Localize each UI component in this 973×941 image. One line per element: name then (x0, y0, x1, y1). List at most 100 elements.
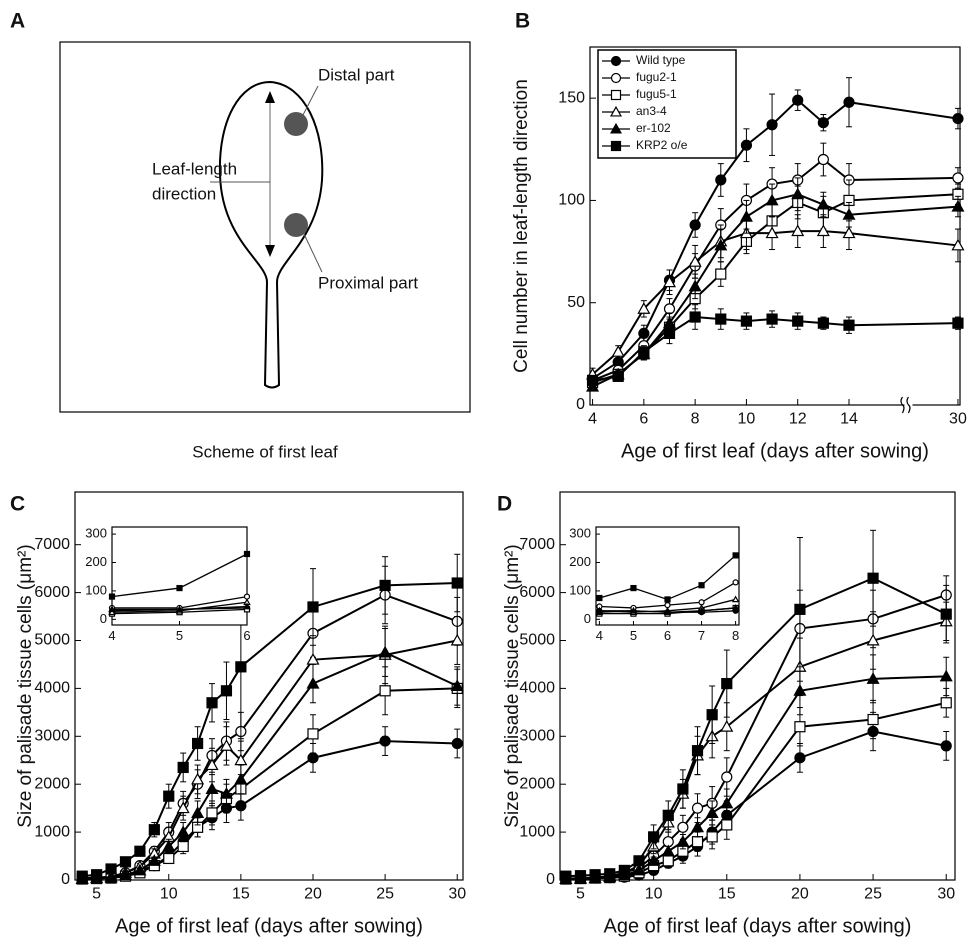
marker (715, 174, 727, 186)
marker (243, 550, 251, 558)
marker (147, 854, 161, 866)
distal-spot (284, 112, 308, 136)
marker (307, 752, 319, 764)
marker (119, 856, 132, 868)
marker (663, 327, 676, 339)
marker (662, 855, 674, 867)
marker (176, 825, 190, 838)
y-axis-label: Size of palisade tissue cells (μm²) (15, 544, 36, 827)
marker (816, 197, 830, 210)
marker (766, 313, 778, 325)
y-tick-label: 7000 (519, 536, 555, 553)
marker (765, 226, 779, 239)
marker (866, 672, 880, 684)
legend-label: er-102 (636, 121, 671, 135)
distal-label: Distal part (318, 65, 395, 84)
marker (663, 303, 676, 315)
legend-label: fugu2-1 (636, 70, 677, 84)
x-tick-label: 30 (937, 886, 955, 903)
marker (589, 869, 601, 881)
marker (662, 809, 674, 821)
marker (720, 796, 734, 809)
x-tick-label: 5 (176, 628, 183, 643)
panel-label: C (10, 493, 25, 516)
marker (817, 317, 829, 329)
legend-frame (597, 49, 737, 159)
marker (379, 735, 391, 747)
marker (612, 370, 624, 382)
marker (794, 603, 806, 615)
marker (630, 584, 637, 592)
marker (765, 193, 779, 206)
marker (951, 199, 965, 212)
marker (595, 608, 604, 616)
marker (691, 836, 704, 848)
marker (450, 679, 464, 692)
marker (792, 315, 804, 327)
marker (133, 863, 147, 876)
y-tick-label: 50 (567, 294, 585, 311)
marker (648, 831, 660, 843)
x-axis-label: Age of first leaf (days after sowing) (604, 915, 912, 937)
leaf-outline (218, 80, 324, 389)
marker (939, 669, 953, 682)
marker (306, 676, 320, 689)
leader-line (303, 233, 323, 273)
marker (952, 112, 964, 125)
proximal-spot (284, 213, 308, 237)
marker (637, 302, 651, 314)
marker (794, 752, 806, 764)
y-tick-label: 4000 (519, 680, 555, 697)
marker (691, 802, 704, 814)
marker (817, 117, 829, 129)
marker (205, 782, 219, 794)
x-tick-label: 20 (791, 886, 809, 903)
marker (604, 868, 616, 880)
x-tick-label: 5 (576, 886, 585, 903)
marker (176, 801, 190, 814)
marker (721, 819, 733, 831)
marker (378, 645, 392, 658)
panel-label: D (497, 493, 512, 516)
marker (104, 870, 118, 883)
marker (108, 605, 116, 613)
marker (677, 783, 689, 795)
y-tick-label: 100 (558, 192, 585, 209)
scheme-title: Scheme of first leaf (192, 442, 338, 461)
panel-label: B (515, 10, 530, 33)
x-tick-label: 30 (949, 411, 967, 428)
marker (697, 606, 706, 614)
y-tick-label: 0 (61, 871, 70, 888)
marker (379, 579, 391, 592)
marker (206, 697, 218, 709)
marker (243, 602, 251, 610)
marker (307, 601, 319, 613)
x-axis-label: Age of first leaf (days after sowing) (621, 440, 929, 462)
legend-label: Wild type (636, 53, 686, 67)
marker (663, 608, 672, 616)
marker (192, 737, 204, 750)
marker (177, 761, 189, 774)
marker (610, 72, 622, 84)
marker (219, 739, 233, 751)
x-tick-label: 4 (588, 411, 597, 428)
legend-label: fugu5-1 (636, 87, 677, 101)
x-tick-label: 6 (664, 628, 671, 643)
marker (235, 661, 247, 673)
x-tick-label: 10 (160, 886, 178, 903)
marker (633, 855, 645, 867)
marker (148, 824, 160, 836)
marker (715, 268, 727, 280)
marker (451, 577, 463, 589)
marker (732, 552, 739, 559)
marker (705, 806, 719, 818)
marker (676, 834, 690, 847)
marker (731, 603, 740, 611)
y-tick-label: 100 (85, 582, 107, 597)
marker (638, 327, 650, 339)
legend-label: KRP2 o/e (636, 138, 688, 152)
y-tick-label: 2000 (519, 775, 555, 792)
x-axis-label: Age of first leaf (days after sowing) (115, 915, 423, 937)
marker (689, 311, 701, 323)
